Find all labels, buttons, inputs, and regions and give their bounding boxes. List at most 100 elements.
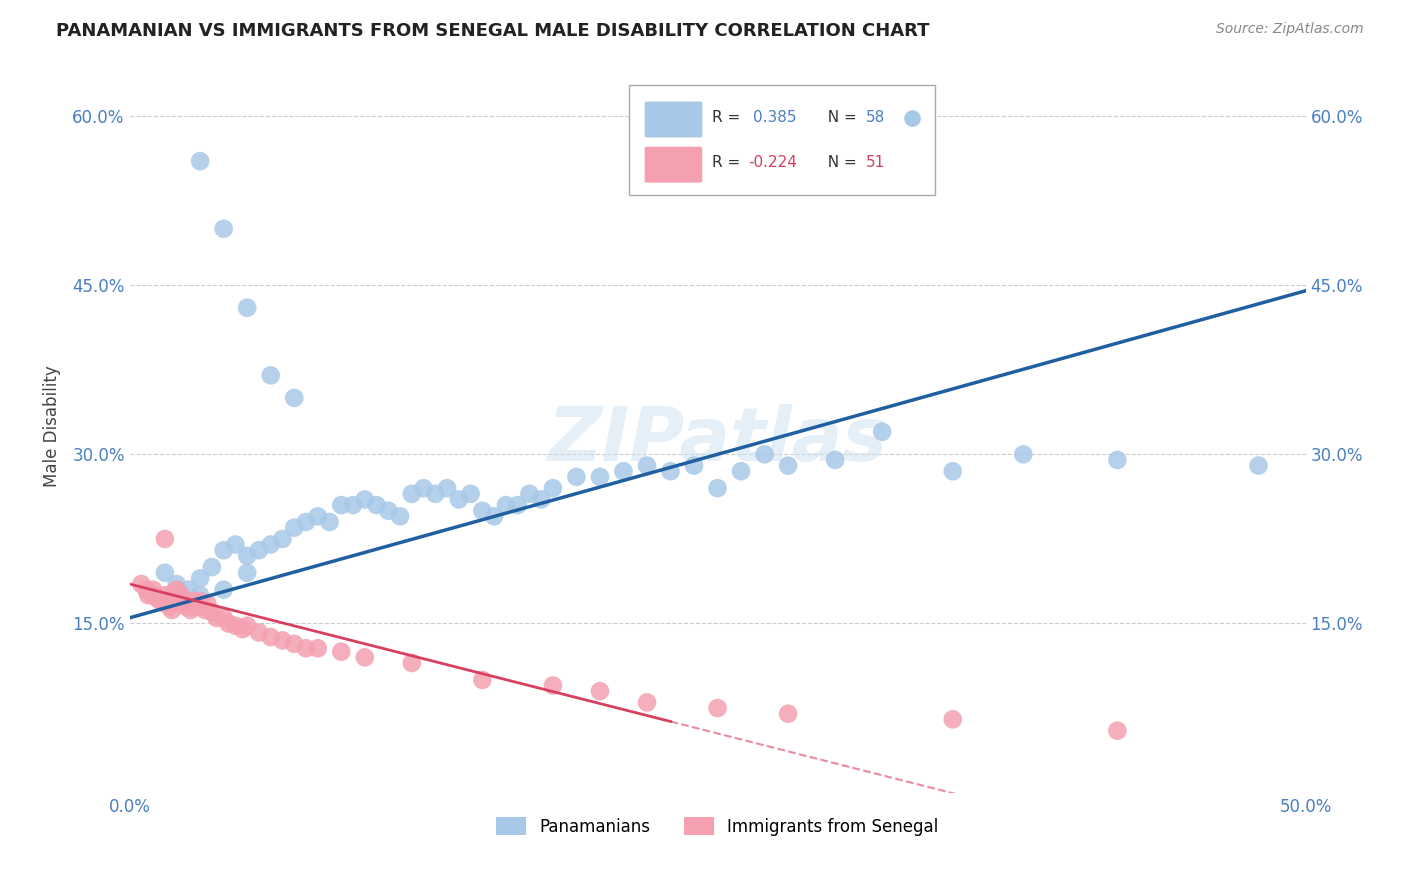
Point [389,509,412,524]
Point [212,582,235,597]
Point [436,481,458,495]
Point [295,641,318,656]
Point [519,487,541,501]
Point [195,596,218,610]
Point [188,594,211,608]
Point [236,549,259,563]
Point [659,464,682,478]
Text: Source: ZipAtlas.com: Source: ZipAtlas.com [1216,22,1364,37]
Point [283,521,305,535]
Point [495,498,517,512]
Point [177,596,200,610]
Point [730,464,752,478]
Point [153,566,176,580]
Point [138,588,160,602]
Point [188,599,211,614]
Point [589,470,612,484]
Point [166,577,188,591]
Point [366,498,388,512]
Point [471,673,494,687]
Point [212,543,235,558]
Point [295,515,318,529]
Point [342,498,364,512]
FancyBboxPatch shape [630,86,935,195]
Point [212,221,235,235]
Point [589,684,612,698]
Point [167,596,190,610]
Text: N =: N = [817,110,860,125]
Point [142,582,165,597]
Text: N =: N = [817,155,860,170]
Point [236,619,259,633]
Point [283,391,305,405]
Point [778,706,800,721]
Point [1012,447,1035,461]
Point [180,603,202,617]
Point [778,458,800,473]
Point [231,622,253,636]
Point [163,585,186,599]
Point [541,679,564,693]
Point [1247,458,1270,473]
Text: 58: 58 [866,110,884,125]
Point [201,560,224,574]
Point [135,582,157,597]
Point [307,641,329,656]
Text: R =: R = [711,155,745,170]
Point [188,571,211,585]
Text: 51: 51 [866,155,884,170]
Point [541,481,564,495]
Point [236,301,259,315]
Point [636,458,658,473]
FancyBboxPatch shape [644,146,702,183]
Point [942,464,965,478]
Legend: Panamanians, Immigrants from Senegal: Panamanians, Immigrants from Senegal [496,817,939,836]
Point [460,487,482,501]
Point [706,481,728,495]
Point [260,537,283,551]
Point [247,543,270,558]
Point [260,630,283,644]
Point [683,458,706,473]
Point [153,532,176,546]
Point [166,582,188,597]
Point [188,588,211,602]
Point [131,577,153,591]
Point [307,509,329,524]
Text: PANAMANIAN VS IMMIGRANTS FROM SENEGAL MALE DISABILITY CORRELATION CHART: PANAMANIAN VS IMMIGRANTS FROM SENEGAL MA… [56,22,929,40]
Point [153,596,176,610]
Point [471,504,494,518]
Text: ZIPatlas: ZIPatlas [547,404,887,477]
Point [612,464,634,478]
Point [754,447,776,461]
Point [1107,723,1129,738]
Point [181,594,204,608]
Point [160,603,183,617]
Point [142,588,165,602]
Point [330,645,353,659]
Point [942,712,965,726]
Point [224,537,246,551]
Point [247,625,270,640]
Point [271,633,294,648]
Point [401,487,423,501]
Point [565,470,588,484]
Point [447,492,470,507]
Point [217,616,239,631]
Point [1107,453,1129,467]
Point [425,487,447,501]
Point [173,594,195,608]
Point [194,603,217,617]
Point [260,368,283,383]
Point [170,588,193,602]
Point [530,492,553,507]
Point [236,566,259,580]
Point [318,515,340,529]
Point [412,481,434,495]
Point [506,498,529,512]
Point [283,637,305,651]
Point [330,498,353,512]
Point [188,154,211,169]
Point [174,599,197,614]
Point [212,611,235,625]
